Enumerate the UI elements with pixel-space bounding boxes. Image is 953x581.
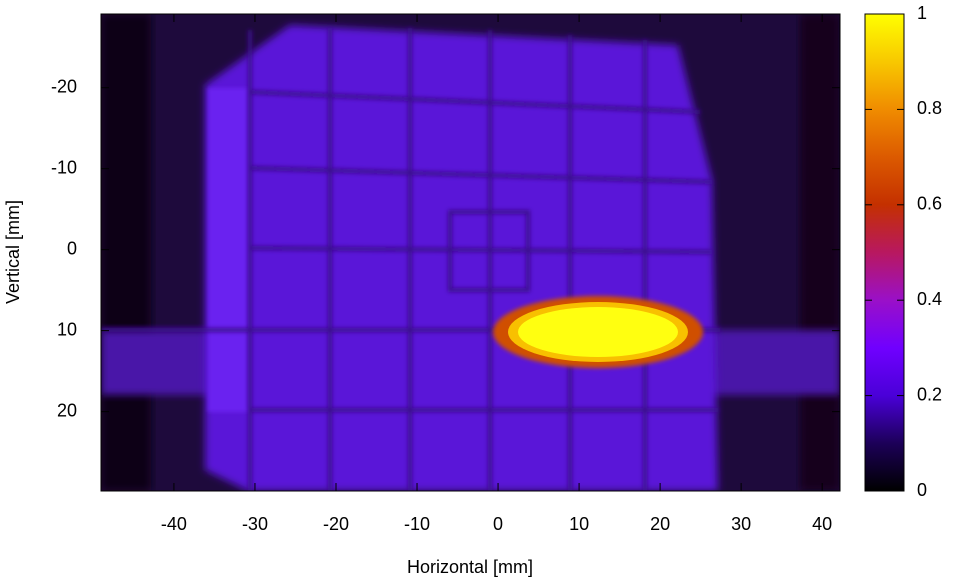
plot-frame bbox=[100, 13, 841, 492]
colorbar-tick-label: 0.2 bbox=[917, 384, 942, 404]
y-tick-label: 0 bbox=[67, 238, 77, 258]
x-tick-label: -30 bbox=[242, 514, 268, 534]
heatmap-image bbox=[101, 14, 840, 491]
y-tick-label: -10 bbox=[51, 157, 77, 177]
x-tick-label: -40 bbox=[161, 514, 187, 534]
colorbar-tick-label: 0.6 bbox=[917, 194, 942, 214]
x-tick-label: 0 bbox=[493, 514, 503, 534]
x-tick-label: 40 bbox=[812, 514, 832, 534]
y-axis-label: Vertical [mm] bbox=[3, 200, 23, 304]
colorbar-tick-label: 0.4 bbox=[917, 289, 942, 309]
y-tick-label: 10 bbox=[57, 319, 77, 339]
colorbar-tick-label: 0 bbox=[917, 480, 927, 500]
x-tick-label: -20 bbox=[323, 514, 349, 534]
y-tick-label: 20 bbox=[57, 400, 77, 420]
colorbar bbox=[864, 13, 905, 492]
colorbar-tick-label: 1 bbox=[917, 3, 927, 23]
y-tick-label: -20 bbox=[51, 76, 77, 96]
colorbar-tick-label: 0.8 bbox=[917, 98, 942, 118]
x-tick-label: 20 bbox=[650, 514, 670, 534]
x-axis-label: Horizontal [mm] bbox=[407, 557, 533, 577]
x-tick-label: 10 bbox=[569, 514, 589, 534]
x-tick-label: -10 bbox=[404, 514, 430, 534]
x-tick-label: 30 bbox=[731, 514, 751, 534]
